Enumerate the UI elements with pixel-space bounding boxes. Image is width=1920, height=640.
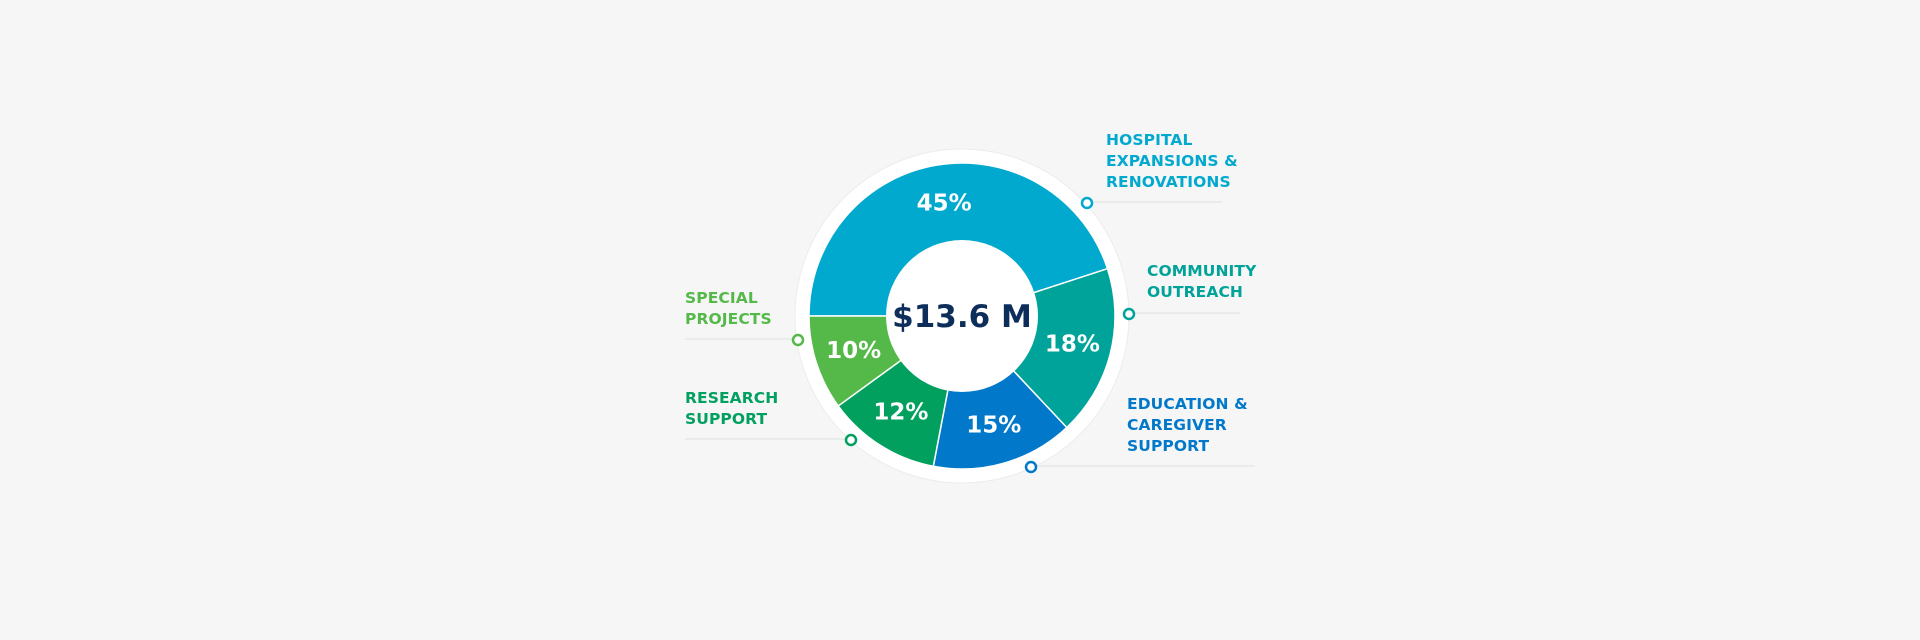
callout-marker-hospital xyxy=(1080,196,1094,210)
slice-label-education: 15% xyxy=(966,413,1021,439)
callout-label-education: EDUCATION & CAREGIVER SUPPORT xyxy=(1127,395,1248,455)
callout-marker-community xyxy=(1122,307,1136,321)
slice-label-community: 18% xyxy=(1045,331,1100,357)
callout-marker-special xyxy=(791,333,805,347)
callout-label-hospital: HOSPITAL EXPANSIONS & RENOVATIONS xyxy=(1106,131,1238,191)
callout-label-special: SPECIAL PROJECTS xyxy=(685,289,772,328)
slice-label-special: 10% xyxy=(826,338,881,364)
callout-marker-research xyxy=(844,433,858,447)
callout-marker-education xyxy=(1024,460,1038,474)
slice-label-hospital: 45% xyxy=(917,190,972,216)
center-disc xyxy=(886,240,1038,392)
slice-labels-layer: 45% 18% 15% 12% 10% xyxy=(826,190,1100,438)
slice-label-research: 12% xyxy=(873,399,928,425)
center-layer: $13.6 M xyxy=(886,240,1038,392)
center-total-label: $13.6 M xyxy=(892,299,1032,335)
slice-hospital xyxy=(808,162,1109,317)
callouts-layer: HOSPITAL EXPANSIONS & RENOVATIONS COMMUNITY… xyxy=(685,131,1257,474)
callout-label-community: COMMUNITY OUTREACH xyxy=(1147,262,1257,301)
callout-label-research: RESEARCH SUPPORT xyxy=(685,389,778,428)
